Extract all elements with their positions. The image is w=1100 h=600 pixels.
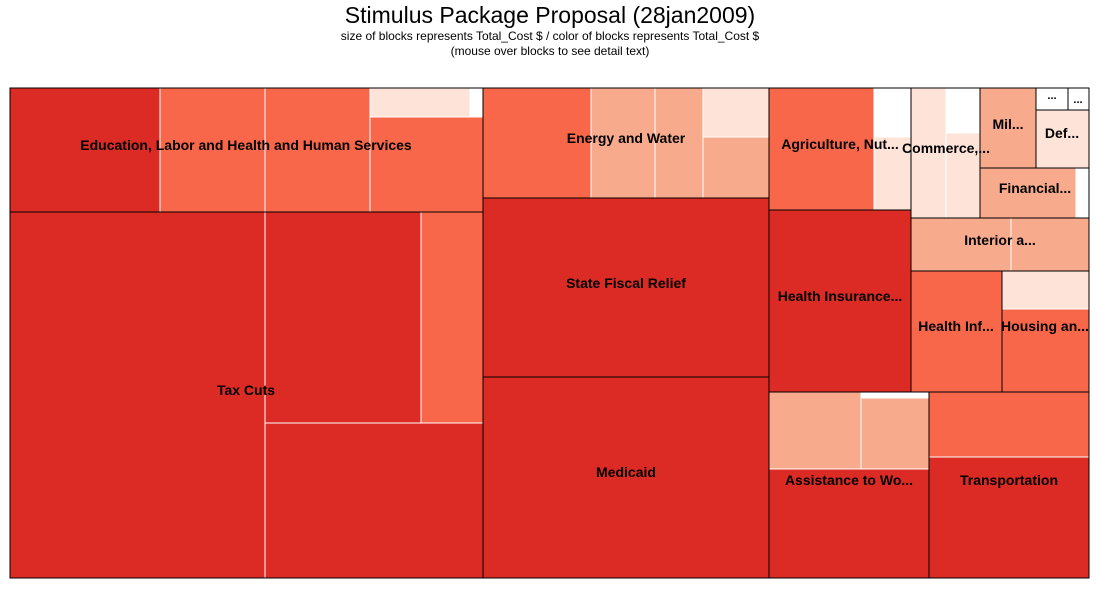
treemap-cell-2-1[interactable]	[590, 87, 656, 199]
treemap-cell-1-1[interactable]	[264, 211, 422, 424]
treemap-label-17: ...	[1073, 94, 1082, 106]
treemap-cell-0-3[interactable]	[369, 87, 471, 118]
treemap-label-0: Education, Labor and Health and Human Se…	[80, 137, 412, 153]
treemap-label-3: State Fiscal Relief	[566, 275, 686, 291]
treemap-cell-12-1[interactable]	[1075, 167, 1090, 219]
treemap-cell-7-3[interactable]	[768, 468, 930, 579]
treemap-label-11: Def...	[1045, 125, 1079, 141]
treemap-cell-1-2[interactable]	[420, 211, 484, 424]
treemap-cell-8-0[interactable]	[928, 391, 1090, 458]
treemap-cell-7-2[interactable]	[860, 397, 930, 470]
treemap-cell-6-0[interactable]	[768, 209, 912, 393]
treemap-label-2: Energy and Water	[567, 130, 686, 146]
treemap-cell-0-1[interactable]	[159, 87, 266, 213]
treemap-cell-0-2[interactable]	[264, 87, 371, 213]
treemap-cell-10-0[interactable]	[979, 87, 1037, 169]
treemap-label-4: Medicaid	[596, 464, 656, 480]
treemap-label-8: Transportation	[960, 472, 1058, 488]
chart-note: (mouse over blocks to see detail text)	[450, 44, 650, 58]
treemap-cell-2-3[interactable]	[702, 87, 770, 138]
treemap-cell-9-1[interactable]	[945, 87, 981, 134]
treemap-cell-0-5[interactable]	[369, 116, 484, 213]
treemap-label-14: Health Inf...	[918, 318, 993, 334]
treemap-cell-8-1[interactable]	[928, 456, 1090, 579]
treemap-cell-7-0[interactable]	[768, 391, 862, 470]
treemap-cell-5-2[interactable]	[873, 136, 912, 211]
treemap-cell-5-1[interactable]	[873, 87, 912, 138]
treemap-cell-1-3[interactable]	[264, 422, 484, 579]
treemap-label-1: Tax Cuts	[217, 382, 275, 398]
treemap-cell-0-4[interactable]	[469, 87, 484, 118]
treemap-label-9: Commerce,...	[902, 140, 990, 156]
treemap-cell-2-4[interactable]	[702, 136, 770, 199]
treemap-label-7: Assistance to Wo...	[785, 472, 913, 488]
treemap-cell-15-0[interactable]	[1001, 270, 1090, 310]
treemap-cell-2-0[interactable]	[482, 87, 592, 199]
treemap-cell-13-1[interactable]	[1010, 217, 1090, 272]
treemap-label-5: Agriculture, Nut...	[781, 136, 898, 152]
treemap-label-16: ...	[1047, 90, 1056, 102]
treemap-cell-9-2[interactable]	[945, 132, 981, 219]
treemap-label-6: Health Insurance...	[778, 288, 902, 304]
treemap-label-10: Mil...	[992, 116, 1023, 132]
treemap-cell-3-0[interactable]	[482, 197, 770, 378]
treemap-label-12: Financial...	[999, 180, 1071, 196]
chart-subtitle: size of blocks represents Total_Cost $ /…	[340, 29, 760, 43]
treemap-frame	[9, 87, 1090, 579]
treemap-cell-7-1[interactable]	[860, 391, 930, 399]
chart-title: Stimulus Package Proposal (28jan2009)	[344, 2, 756, 28]
treemap-label-13: Interior a...	[964, 232, 1036, 248]
treemap-cell-15-1[interactable]	[1001, 308, 1090, 393]
treemap-label-15: Housing an...	[1001, 318, 1089, 334]
treemap-cell-5-0[interactable]	[768, 87, 875, 211]
